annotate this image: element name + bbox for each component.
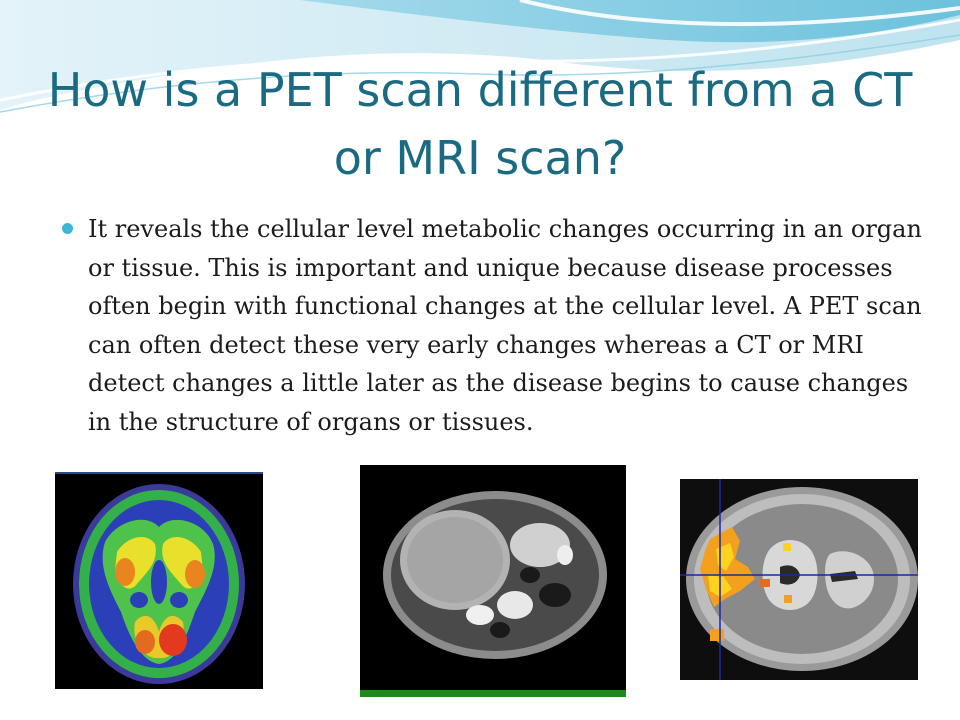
bullet-item: It reveals the cellular level metabolic … bbox=[62, 210, 922, 441]
ct-green-bar bbox=[360, 690, 626, 697]
decorative-wave-header bbox=[0, 0, 960, 113]
bullet-list: It reveals the cellular level metabolic … bbox=[62, 210, 922, 441]
bullet-text: It reveals the cellular level metabolic … bbox=[88, 215, 922, 436]
pet-scan-graphic bbox=[55, 474, 263, 689]
mri-scan-graphic bbox=[680, 479, 918, 680]
bullet-dot-icon bbox=[62, 223, 73, 234]
pet-scan-image bbox=[55, 472, 263, 689]
ct-scan-graphic bbox=[360, 465, 626, 697]
pet-image-border bbox=[55, 472, 263, 474]
slide-title: How is a PET scan different from a CT or… bbox=[47, 63, 913, 185]
ct-scan-image bbox=[360, 465, 626, 697]
mri-scan-image bbox=[680, 479, 918, 680]
